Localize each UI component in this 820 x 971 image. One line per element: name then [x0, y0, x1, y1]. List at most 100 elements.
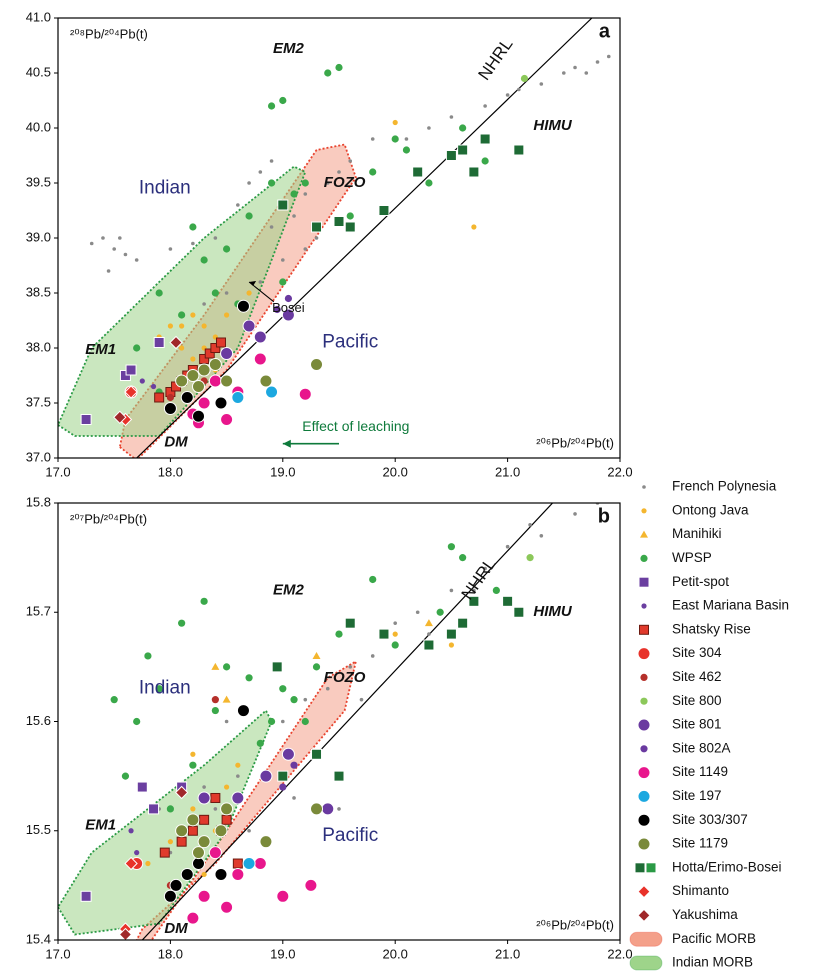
point	[584, 71, 589, 75]
point	[245, 674, 253, 682]
point	[273, 305, 281, 314]
point	[269, 159, 274, 163]
point	[520, 74, 529, 83]
legend-swatch	[640, 745, 648, 753]
x-tick-label: 19.0	[270, 946, 295, 961]
point	[269, 225, 274, 229]
point	[303, 247, 308, 251]
point	[224, 784, 230, 790]
point	[224, 719, 229, 724]
point	[121, 772, 130, 780]
legend-label: Site 1179	[672, 836, 728, 851]
point	[259, 769, 273, 783]
point	[258, 280, 263, 284]
point	[292, 214, 296, 218]
legend-swatch	[637, 908, 651, 923]
legend-swatch	[640, 530, 648, 538]
point	[526, 554, 534, 562]
point	[211, 696, 219, 704]
legend-swatch	[634, 862, 646, 874]
point	[148, 803, 160, 815]
point	[335, 63, 343, 72]
point	[186, 369, 200, 382]
point	[267, 179, 276, 187]
morb-field	[58, 165, 307, 437]
point	[110, 696, 118, 704]
bosei-arrowhead	[249, 281, 257, 286]
point	[190, 312, 196, 318]
point	[224, 312, 230, 318]
legend-swatch	[629, 931, 663, 947]
annotation: DM	[164, 434, 188, 451]
point	[192, 409, 205, 423]
point	[483, 566, 487, 571]
point	[220, 413, 234, 426]
point	[528, 523, 532, 527]
point	[445, 150, 457, 161]
legend-label: Site 800	[672, 693, 722, 708]
point	[112, 247, 116, 251]
point	[211, 662, 220, 670]
point	[136, 781, 148, 793]
annotation: EM1	[85, 341, 116, 358]
legend-swatch	[640, 673, 648, 682]
point	[175, 824, 189, 838]
y-tick-label: 15.4	[26, 931, 51, 946]
point	[242, 857, 256, 871]
x-tick-label: 18.0	[158, 946, 183, 961]
point	[197, 396, 211, 410]
point	[190, 751, 196, 757]
point	[267, 102, 276, 110]
point	[279, 783, 287, 791]
point	[427, 126, 431, 130]
point	[337, 170, 341, 174]
point	[231, 867, 245, 881]
y-tick-label: 41.0	[26, 9, 51, 24]
point	[113, 410, 127, 425]
point	[186, 911, 200, 925]
point	[133, 717, 141, 726]
point	[106, 269, 111, 273]
annotation: FOZO	[324, 669, 366, 686]
point	[155, 685, 163, 693]
legend-swatch	[629, 955, 663, 971]
point	[562, 71, 566, 75]
point	[189, 761, 197, 769]
point	[210, 343, 221, 353]
point	[124, 385, 138, 399]
point	[169, 335, 183, 350]
point	[284, 294, 293, 303]
point	[325, 181, 330, 185]
panel-label: b	[598, 505, 610, 527]
legend-swatch	[642, 485, 646, 489]
legend-label: East Mariana Basin	[672, 598, 789, 613]
legend-label: Site 1149	[672, 764, 728, 779]
point	[242, 319, 256, 333]
y-tick-label: 15.5	[26, 822, 51, 837]
point	[468, 166, 480, 178]
point	[281, 719, 285, 724]
point	[211, 706, 219, 715]
annotation: DM	[164, 920, 188, 937]
point	[393, 621, 398, 625]
legend-label: Manihiki	[672, 526, 722, 541]
point	[324, 69, 332, 77]
point	[457, 144, 469, 156]
point	[448, 642, 454, 648]
point	[391, 135, 399, 143]
point	[344, 617, 356, 629]
point	[459, 124, 467, 132]
point	[276, 889, 290, 903]
point	[197, 889, 211, 903]
annotation: HIMU	[533, 117, 572, 134]
point	[204, 348, 215, 359]
point	[279, 278, 287, 286]
legend-label: Hotta/Erimo-Bosei	[672, 859, 782, 874]
point	[312, 663, 321, 671]
point	[427, 632, 431, 636]
point	[321, 802, 335, 816]
annotation: HIMU	[533, 603, 572, 620]
point	[167, 323, 173, 329]
point	[175, 374, 189, 388]
point	[449, 588, 454, 593]
